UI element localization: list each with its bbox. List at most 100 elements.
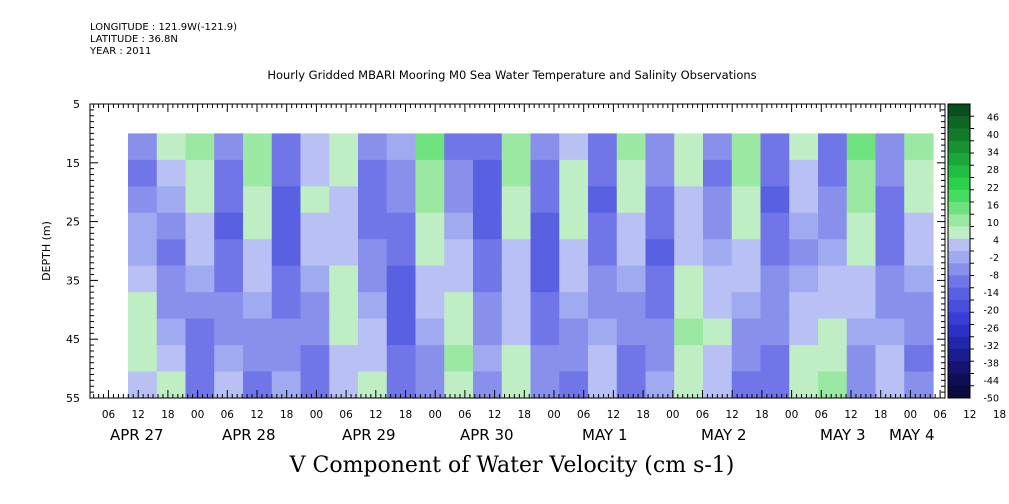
heatmap-cell: [530, 239, 560, 267]
heatmap-cell: [473, 292, 503, 320]
heatmap-cell: [875, 212, 905, 240]
x-hour-label: 06: [577, 409, 591, 421]
x-date-label: MAY 2: [701, 426, 747, 444]
heatmap-cell: [386, 345, 417, 373]
heatmap-cell: [501, 186, 532, 214]
heatmap-cell: [530, 212, 560, 240]
heatmap-cell: [904, 239, 934, 267]
heatmap-cell: [530, 292, 560, 320]
x-hour-label: 18: [518, 409, 531, 421]
heatmap-cell: [789, 186, 819, 214]
heatmap-cell: [530, 265, 560, 293]
heatmap-cell: [386, 318, 417, 346]
heatmap-cell: [616, 265, 647, 293]
heatmap-cell: [386, 159, 417, 187]
heatmap-cell: [473, 345, 503, 373]
x-hour-label: 00: [310, 409, 323, 421]
heatmap-cell: [214, 345, 244, 373]
colorbar-swatch: [948, 324, 970, 338]
heatmap-cell: [156, 133, 187, 161]
heatmap-cell: [703, 265, 733, 293]
heatmap-cell: [588, 371, 618, 399]
heatmap-cells: [128, 133, 934, 399]
x-date-label: MAY 3: [820, 426, 866, 444]
x-hour-label: 00: [429, 409, 442, 421]
heatmap-cell: [904, 159, 934, 187]
heatmap-cell: [185, 212, 215, 240]
heatmap-cell: [214, 133, 244, 161]
heatmap-cell: [559, 159, 589, 187]
heatmap-cell: [645, 318, 675, 346]
heatmap-cell: [300, 212, 330, 240]
colorbar-label: -44: [983, 376, 999, 387]
heatmap-cell: [703, 318, 733, 346]
heatmap-cell: [645, 239, 675, 267]
colorbar-swatch: [948, 226, 970, 240]
heatmap-cell: [731, 186, 762, 214]
heatmap-cell: [875, 133, 905, 161]
colorbar-label: -20: [983, 306, 999, 317]
heatmap-cell: [386, 186, 417, 214]
heatmap-cell: [185, 318, 215, 346]
x-hour-label: 06: [458, 409, 472, 421]
heatmap-cell: [444, 239, 474, 267]
y-axis-label: DEPTH (m): [40, 221, 53, 281]
heatmap-cell: [444, 159, 474, 187]
heatmap-cell: [789, 265, 819, 293]
heatmap-cell: [789, 371, 819, 399]
heatmap-cell: [846, 212, 877, 240]
heatmap-cell: [559, 345, 589, 373]
y-tick-label: 5: [73, 98, 80, 111]
heatmap-cell: [128, 239, 158, 267]
heatmap-cell: [588, 186, 618, 214]
heatmap-cell: [846, 186, 877, 214]
heatmap-cell: [473, 159, 503, 187]
heatmap-cell: [616, 345, 647, 373]
heatmap-cell: [904, 212, 934, 240]
colorbar-swatch: [948, 385, 970, 399]
colorbar-swatch: [948, 373, 970, 387]
heatmap-cell: [358, 239, 388, 267]
colorbar-swatch: [948, 153, 970, 166]
heatmap-cell: [760, 292, 790, 320]
x-date-label: MAY 1: [582, 426, 628, 444]
heatmap-cell: [128, 159, 158, 187]
heatmap-cell: [156, 212, 187, 240]
longitude-text: LONGITUDE : 121.9W(-121.9): [90, 22, 237, 33]
heatmap-cell: [444, 345, 474, 373]
heatmap-cell: [358, 292, 388, 320]
heatmap-cell: [703, 133, 733, 161]
heatmap-cell: [904, 265, 934, 293]
heatmap-cell: [128, 212, 158, 240]
heatmap-cell: [789, 292, 819, 320]
heatmap-cell: [818, 265, 848, 293]
heatmap-cell: [674, 265, 704, 293]
heatmap-cell: [415, 345, 445, 373]
heatmap-cell: [214, 212, 244, 240]
x-date-label: MAY 4: [889, 426, 935, 444]
colorbar-label: -2: [990, 253, 999, 264]
heatmap-cell: [156, 371, 187, 399]
heatmap-cell: [473, 239, 503, 267]
colorbar-label: -32: [983, 341, 999, 352]
heatmap-cell: [185, 292, 215, 320]
heatmap-cell: [329, 239, 359, 267]
heatmap-cell: [501, 292, 532, 320]
heatmap-cell: [214, 239, 244, 267]
heatmap-cell: [271, 292, 302, 320]
colorbar-swatch: [948, 263, 970, 276]
heatmap-cell: [588, 239, 618, 267]
heatmap-cell: [243, 212, 273, 240]
heatmap-cell: [271, 133, 302, 161]
heatmap-cell: [185, 133, 215, 161]
heatmap-cell: [530, 133, 560, 161]
x-hour-label: 00: [785, 409, 798, 421]
colorbar-swatch: [948, 128, 970, 142]
heatmap-cell: [846, 133, 877, 161]
heatmap-cell: [329, 212, 359, 240]
heatmap-cell: [530, 345, 560, 373]
colorbar-swatch: [948, 300, 970, 313]
heatmap-cell: [501, 345, 532, 373]
x-hour-label: 18: [280, 409, 293, 421]
heatmap-cell: [760, 239, 790, 267]
